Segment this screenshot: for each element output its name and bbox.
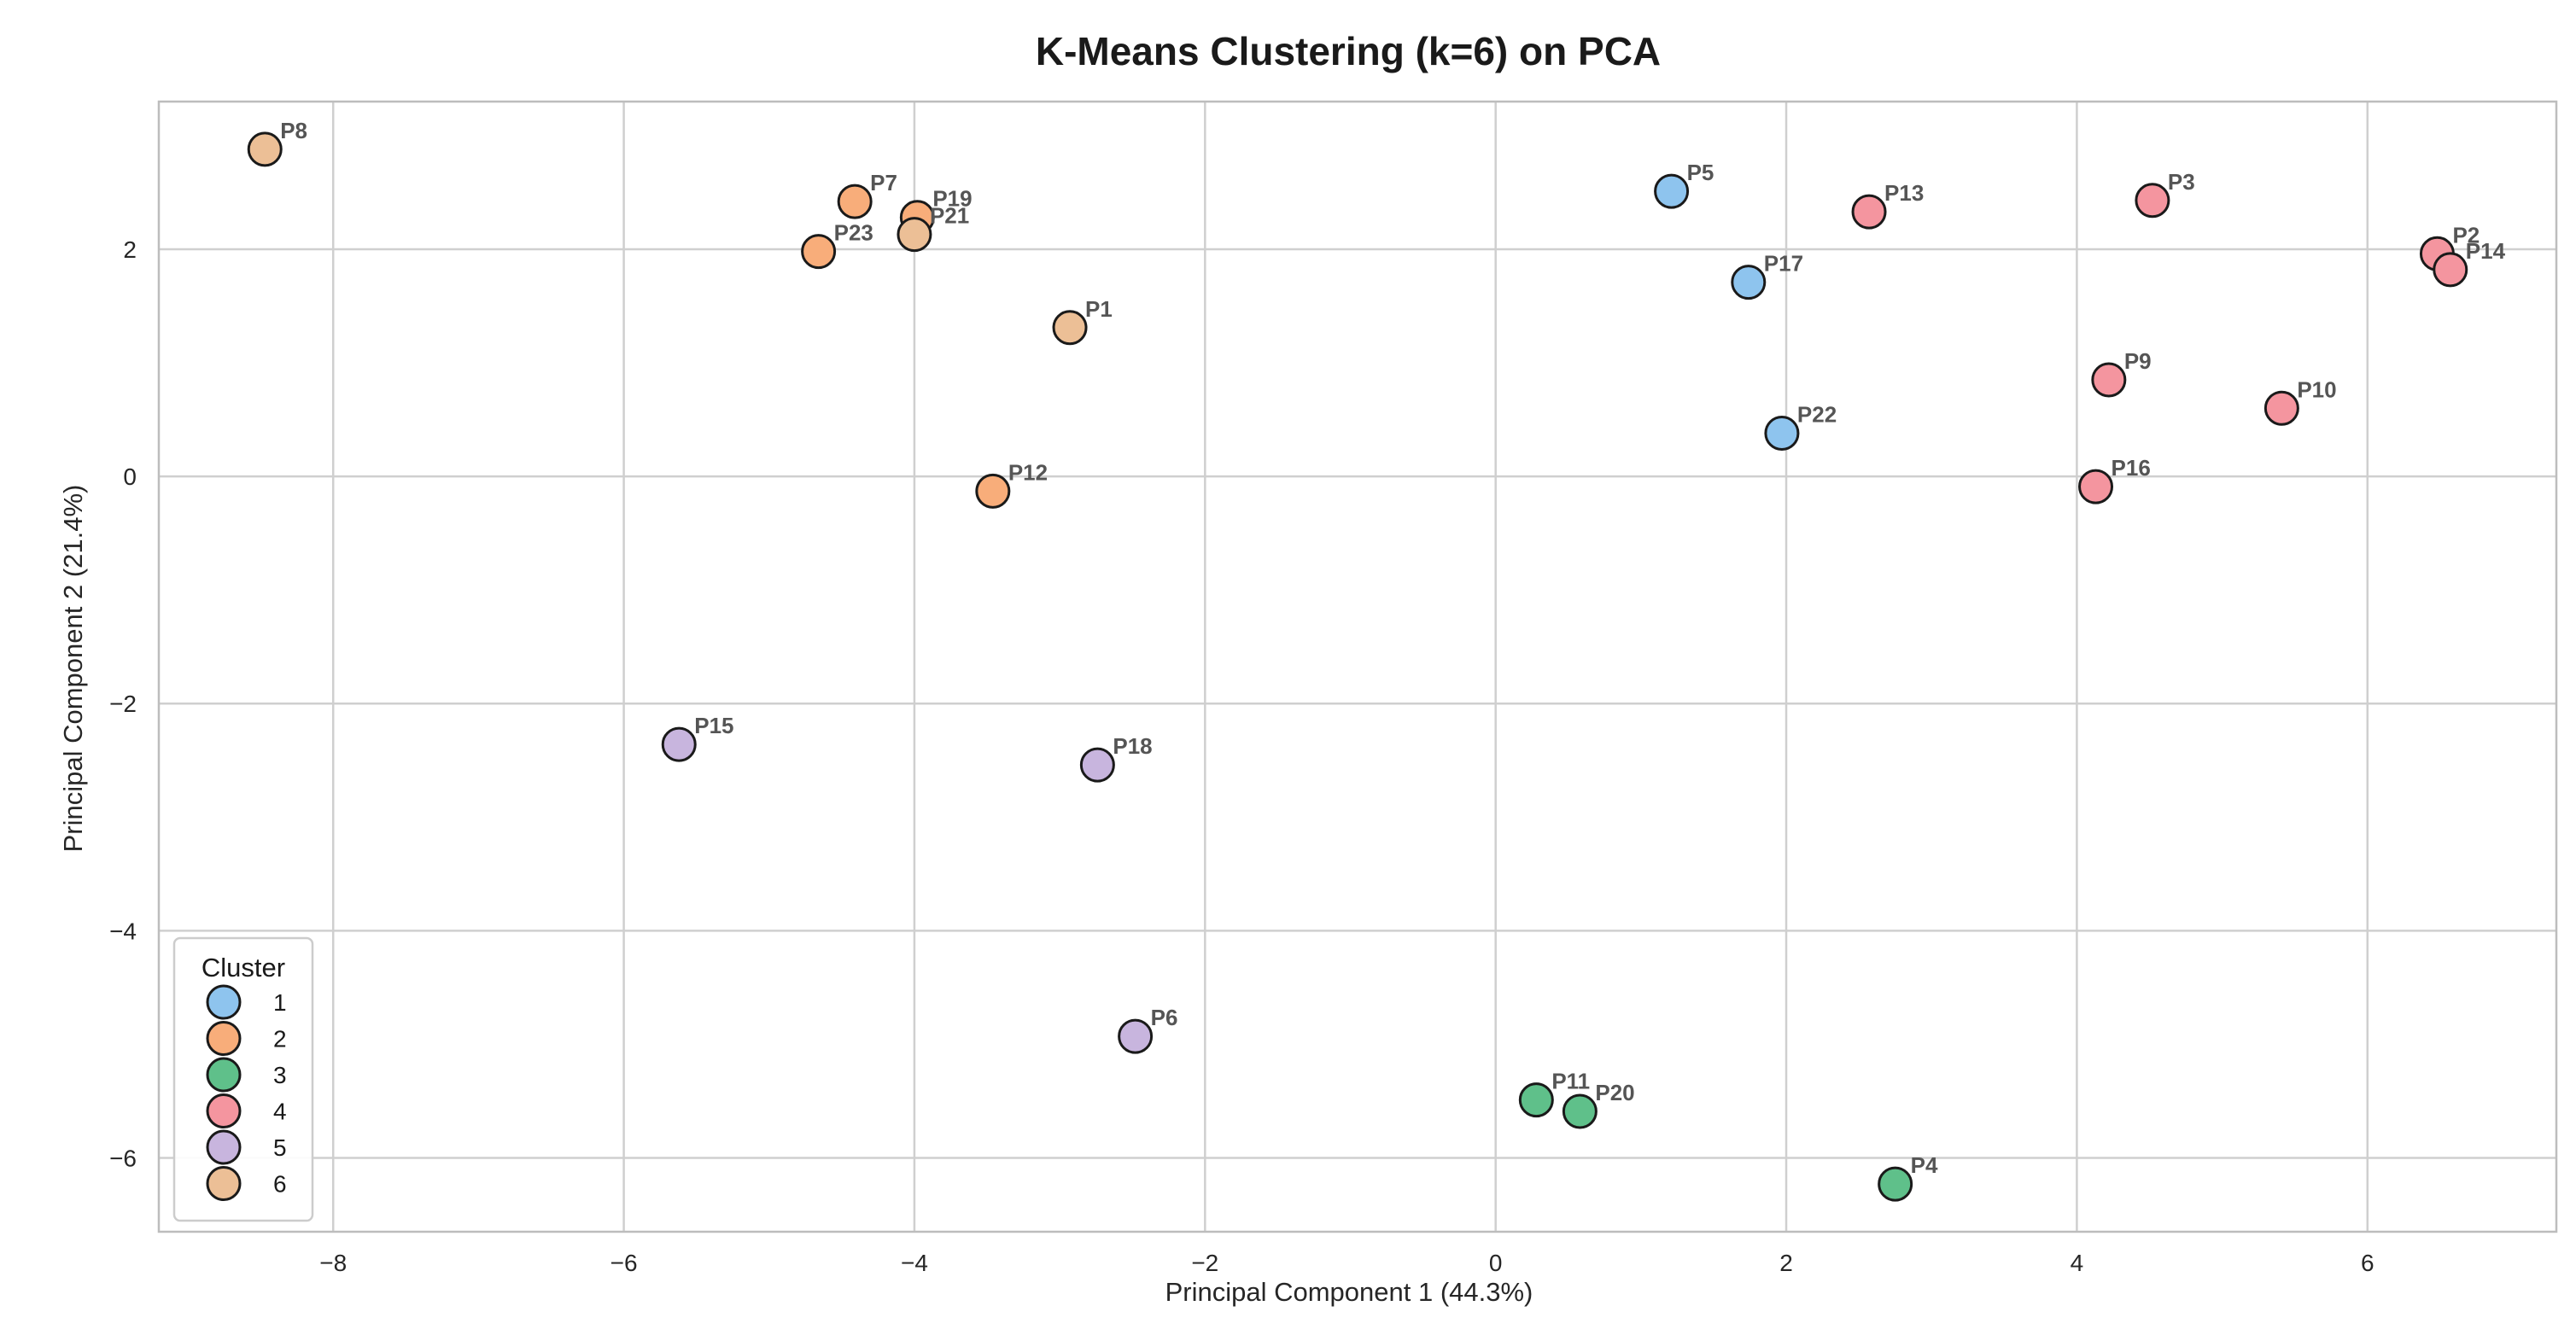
data-points (247, 131, 2468, 1202)
legend-marker-2 (206, 1021, 242, 1056)
legend: Cluster 1 2 3 4 5 6 (172, 936, 314, 1222)
data-point-p1 (1052, 310, 1088, 346)
point-label-p21: P21 (930, 203, 969, 229)
point-label-p23: P23 (834, 220, 873, 246)
legend-marker-4 (206, 1093, 242, 1128)
legend-label-2: 2 (273, 1026, 287, 1052)
point-label-p5: P5 (1687, 160, 1714, 185)
data-point-p18 (1079, 747, 1115, 783)
point-label-p15: P15 (694, 713, 733, 738)
legend-marker-6 (206, 1166, 242, 1201)
point-label-p18: P18 (1113, 733, 1152, 759)
legend-label-5: 5 (273, 1134, 287, 1161)
data-point-p11 (1518, 1082, 1554, 1118)
legend-marker-5 (206, 1129, 242, 1165)
point-label-p19: P19 (932, 186, 972, 212)
point-label-p11: P11 (1551, 1069, 1590, 1094)
legend-title: Cluster (202, 953, 285, 982)
point-label-p8: P8 (280, 118, 307, 143)
x-tick-label: 0 (1489, 1250, 1503, 1276)
data-point-p12 (975, 473, 1011, 509)
y-tick-label: 0 (123, 464, 137, 490)
data-point-p8 (247, 131, 283, 167)
point-label-p2: P2 (2452, 222, 2480, 248)
data-point-p23 (801, 234, 837, 270)
y-tick-label: −2 (109, 691, 137, 717)
data-point-p17 (1731, 265, 1767, 300)
x-tick-label: 2 (1779, 1250, 1793, 1276)
data-point-p3 (2135, 183, 2170, 219)
legend-label-6: 6 (273, 1171, 287, 1198)
legend-marker-3 (206, 1057, 242, 1093)
point-label-p1: P1 (1085, 296, 1113, 322)
y-axis-ticks: −6 −4 −2 0 2 (109, 236, 137, 1172)
legend-label-4: 4 (273, 1099, 287, 1125)
y-axis-label: Principal Component 2 (21.4%) (58, 485, 88, 853)
point-label-p9: P9 (2124, 348, 2152, 374)
point-label-p6: P6 (1151, 1005, 1178, 1030)
point-label-p17: P17 (1764, 251, 1803, 277)
data-point-p16 (2078, 469, 2114, 504)
data-point-p7 (837, 184, 873, 219)
legend-marker-1 (206, 984, 242, 1020)
x-tick-label: 6 (2361, 1250, 2374, 1276)
x-tick-label: −4 (901, 1250, 928, 1276)
data-point-p21 (897, 217, 932, 253)
legend-label-1: 1 (273, 989, 287, 1016)
point-label-p22: P22 (1797, 402, 1837, 428)
data-point-p4 (1878, 1166, 1913, 1202)
data-point-p22 (1764, 416, 1800, 452)
plot-area-border (157, 100, 2558, 1233)
x-tick-label: −8 (319, 1250, 347, 1276)
x-tick-label: 4 (2071, 1250, 2084, 1276)
x-axis-label: Principal Component 1 (44.3%) (1165, 1277, 1533, 1307)
point-label-p4: P4 (1911, 1152, 1938, 1178)
point-label-p16: P16 (2112, 455, 2151, 481)
point-label-p10: P10 (2297, 376, 2336, 402)
y-tick-label: −4 (109, 918, 137, 944)
data-point-p13 (1851, 194, 1887, 230)
point-label-p20: P20 (1595, 1080, 1634, 1105)
data-point-p10 (2263, 390, 2299, 426)
data-point-p9 (2091, 362, 2127, 398)
point-label-p12: P12 (1008, 459, 1048, 485)
point-labels: P1 P2 P3 P4 P5 P6 P7 P8 P9 P10 P11 P12 P13 P14 P15 P16 P… (280, 118, 2505, 1178)
data-point-p14 (2433, 252, 2468, 288)
y-tick-label: −6 (109, 1146, 137, 1172)
x-tick-label: −6 (610, 1250, 638, 1276)
data-point-p15 (661, 726, 697, 762)
data-point-p5 (1654, 173, 1690, 209)
grid (159, 102, 2556, 1232)
chart-title: K-Means Clustering (k=6) on PCA (1036, 29, 1661, 73)
y-tick-label: 2 (123, 236, 137, 263)
point-label-p13: P13 (1884, 180, 1924, 206)
point-label-p7: P7 (870, 170, 897, 195)
point-label-p14: P14 (2466, 238, 2506, 264)
data-point-p6 (1118, 1018, 1154, 1054)
point-label-p3: P3 (2168, 169, 2195, 195)
x-tick-label: −2 (1191, 1250, 1218, 1276)
legend-entries: 1 2 3 4 5 6 (206, 984, 287, 1201)
x-axis-ticks: −8 −6 −4 −2 0 2 4 6 (319, 1250, 2374, 1276)
legend-label-3: 3 (273, 1062, 287, 1088)
data-point-p20 (1562, 1093, 1598, 1129)
